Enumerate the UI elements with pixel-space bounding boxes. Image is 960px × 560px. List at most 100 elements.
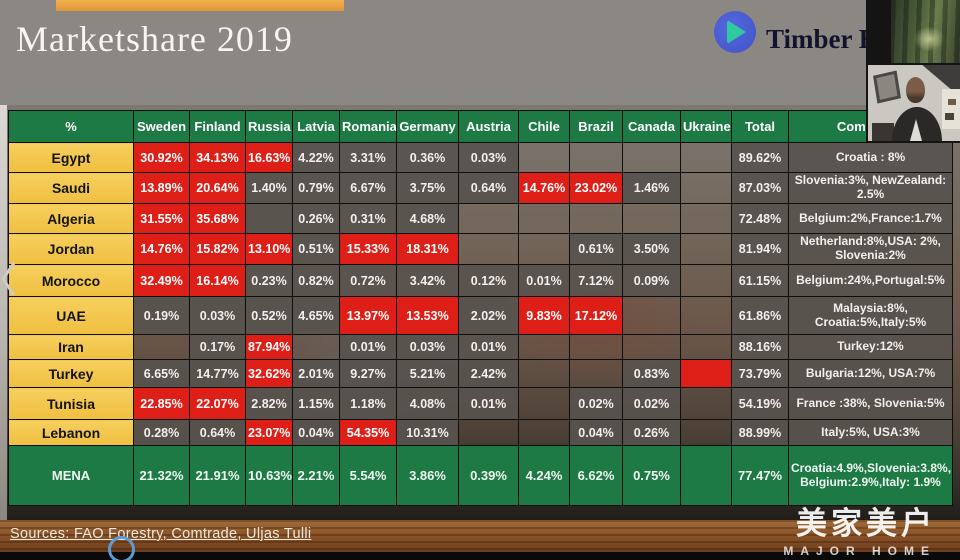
cell-saudi-latvia: 0.79%: [292, 172, 340, 204]
cell-turkey-sweden: 6.65%: [133, 359, 190, 388]
cell-algeria-germany: 4.68%: [396, 203, 459, 234]
row-label-uae: UAE: [8, 296, 134, 335]
cell-lebanon-russia: 23.07%: [245, 419, 293, 446]
col-header-germany: Germany: [396, 110, 459, 143]
shelf-item: [945, 113, 954, 120]
cell-iran-latvia: [292, 334, 340, 360]
cell-turkey-germany: 5.21%: [396, 359, 459, 388]
sources-text: Sources: FAO Forestry, Comtrade, Uljas T…: [10, 526, 312, 542]
forest-video-tile[interactable]: [891, 0, 960, 63]
row-label-turkey: Turkey: [8, 359, 134, 388]
cell-jordan-russia: 13.10%: [245, 233, 293, 265]
table-row-lebanon: Lebanon 0.28% 0.64% 23.07% 0.04% 54.35% 10.31%…: [8, 419, 953, 446]
table-row-iran: Iran 0.17% 87.94% 0.01% 0.03% 0.01% 88.16% Turk…: [8, 334, 953, 360]
col-header-canada: Canada: [622, 110, 681, 143]
cell-mena-germany: 3.86%: [396, 445, 459, 506]
cell-saudi-canada: 1.46%: [622, 172, 681, 204]
cell-uae-total: 61.86%: [731, 296, 789, 335]
previous-slide-arrow-icon[interactable]: [0, 261, 17, 302]
cell-egypt-chile: [518, 142, 570, 173]
cell-tunisia-chile: [518, 387, 570, 420]
cell-turkey-canada: 0.83%: [622, 359, 681, 388]
cell-saudi-brazil: 23.02%: [569, 172, 623, 204]
cell-uae-latvia: 4.65%: [292, 296, 340, 335]
cell-algeria-austria: [458, 203, 519, 234]
col-header-total: Total: [731, 110, 789, 143]
cell-egypt-latvia: 4.22%: [292, 142, 340, 173]
cell-saudi-romania: 6.67%: [339, 172, 397, 204]
cell-turkey-romania: 9.27%: [339, 359, 397, 388]
cell-uae-austria: 2.02%: [458, 296, 519, 335]
cell-algeria-ukraine: [680, 203, 732, 234]
cell-iran-brazil: [569, 334, 623, 360]
row-label-lebanon: Lebanon: [8, 419, 134, 446]
cell-algeria-latvia: 0.26%: [292, 203, 340, 234]
cell-jordan-romania: 15.33%: [339, 233, 397, 265]
webcam-video-tile[interactable]: [868, 65, 960, 141]
cell-iran-total: 88.16%: [731, 334, 789, 360]
cell-uae-chile: 9.83%: [518, 296, 570, 335]
cell-iran-ukraine: [680, 334, 732, 360]
cell-morocco-romania: 0.72%: [339, 264, 397, 297]
cell-mena-brazil: 6.62%: [569, 445, 623, 506]
cell-morocco-sweden: 32.49%: [133, 264, 190, 297]
cell-tunisia-canada: 0.02%: [622, 387, 681, 420]
table-row-turkey: Turkey 6.65% 14.77% 32.62% 2.01% 9.27% 5.21% 2.…: [8, 359, 953, 388]
cell-algeria-finland: 35.68%: [189, 203, 246, 234]
cell-saudi-germany: 3.75%: [396, 172, 459, 204]
cell-morocco-total: 61.15%: [731, 264, 789, 297]
cell-lebanon-ukraine: [680, 419, 732, 446]
row-label-morocco: Morocco: [8, 264, 134, 297]
cell-morocco-austria: 0.12%: [458, 264, 519, 297]
table-row-morocco: Morocco 32.49% 16.14% 0.23% 0.82% 0.72% 3.42% 0…: [8, 264, 953, 297]
cell-tunisia-sweden: 22.85%: [133, 387, 190, 420]
cell-mena-total: 77.47%: [731, 445, 789, 506]
col-header-romania: Romania: [339, 110, 397, 143]
cell-turkey-latvia: 2.01%: [292, 359, 340, 388]
cell-jordan-sweden: 14.76%: [133, 233, 190, 265]
row-label-algeria: Algeria: [8, 203, 134, 234]
cell-saudi-comments: Slovenia:3%, NewZealand: 2.5%: [788, 172, 953, 204]
cell-iran-finland: 0.17%: [189, 334, 246, 360]
cell-egypt-sweden: 30.92%: [133, 142, 190, 173]
cell-turkey-austria: 2.42%: [458, 359, 519, 388]
cell-mena-romania: 5.54%: [339, 445, 397, 506]
cell-egypt-germany: 0.36%: [396, 142, 459, 173]
cell-tunisia-russia: 2.82%: [245, 387, 293, 420]
cell-mena-latvia: 2.21%: [292, 445, 340, 506]
cell-egypt-canada: [622, 142, 681, 173]
cell-egypt-brazil: [569, 142, 623, 173]
cell-egypt-romania: 3.31%: [339, 142, 397, 173]
cell-morocco-canada: 0.09%: [622, 264, 681, 297]
cell-jordan-ukraine: [680, 233, 732, 265]
shelf-item: [948, 99, 956, 105]
cell-jordan-brazil: 0.61%: [569, 233, 623, 265]
cell-mena-comments: Croatia:4.9%,Slovenia:3.8%, Belgium:2.9%…: [788, 445, 953, 506]
cell-jordan-finland: 15.82%: [189, 233, 246, 265]
cell-iran-canada: [622, 334, 681, 360]
cell-turkey-finland: 14.77%: [189, 359, 246, 388]
cell-tunisia-ukraine: [680, 387, 732, 420]
desk-shape: [872, 123, 894, 141]
table-row-jordan: Jordan 14.76% 15.82% 13.10% 0.51% 15.33% 18.31…: [8, 233, 953, 265]
cell-uae-brazil: 17.12%: [569, 296, 623, 335]
marketshare-table: % Sweden Finland Russia Latvia Romania Germany…: [8, 110, 953, 506]
cell-saudi-sweden: 13.89%: [133, 172, 190, 204]
cell-algeria-canada: [622, 203, 681, 234]
cell-lebanon-comments: Italy:5%, USA:3%: [788, 419, 953, 446]
row-label-saudi: Saudi: [8, 172, 134, 204]
cell-algeria-total: 72.48%: [731, 203, 789, 234]
cell-jordan-canada: 3.50%: [622, 233, 681, 265]
cell-tunisia-romania: 1.18%: [339, 387, 397, 420]
cell-lebanon-total: 88.99%: [731, 419, 789, 446]
cell-jordan-chile: [518, 233, 570, 265]
row-label-jordan: Jordan: [8, 233, 134, 265]
watermark-chinese: 美家美户: [796, 506, 936, 542]
cell-lebanon-romania: 54.35%: [339, 419, 397, 446]
row-label-egypt: Egypt: [8, 142, 134, 173]
cell-morocco-russia: 0.23%: [245, 264, 293, 297]
bottom-strip: [0, 552, 960, 560]
cell-lebanon-sweden: 0.28%: [133, 419, 190, 446]
cell-tunisia-comments: France :38%, Slovenia:5%: [788, 387, 953, 420]
